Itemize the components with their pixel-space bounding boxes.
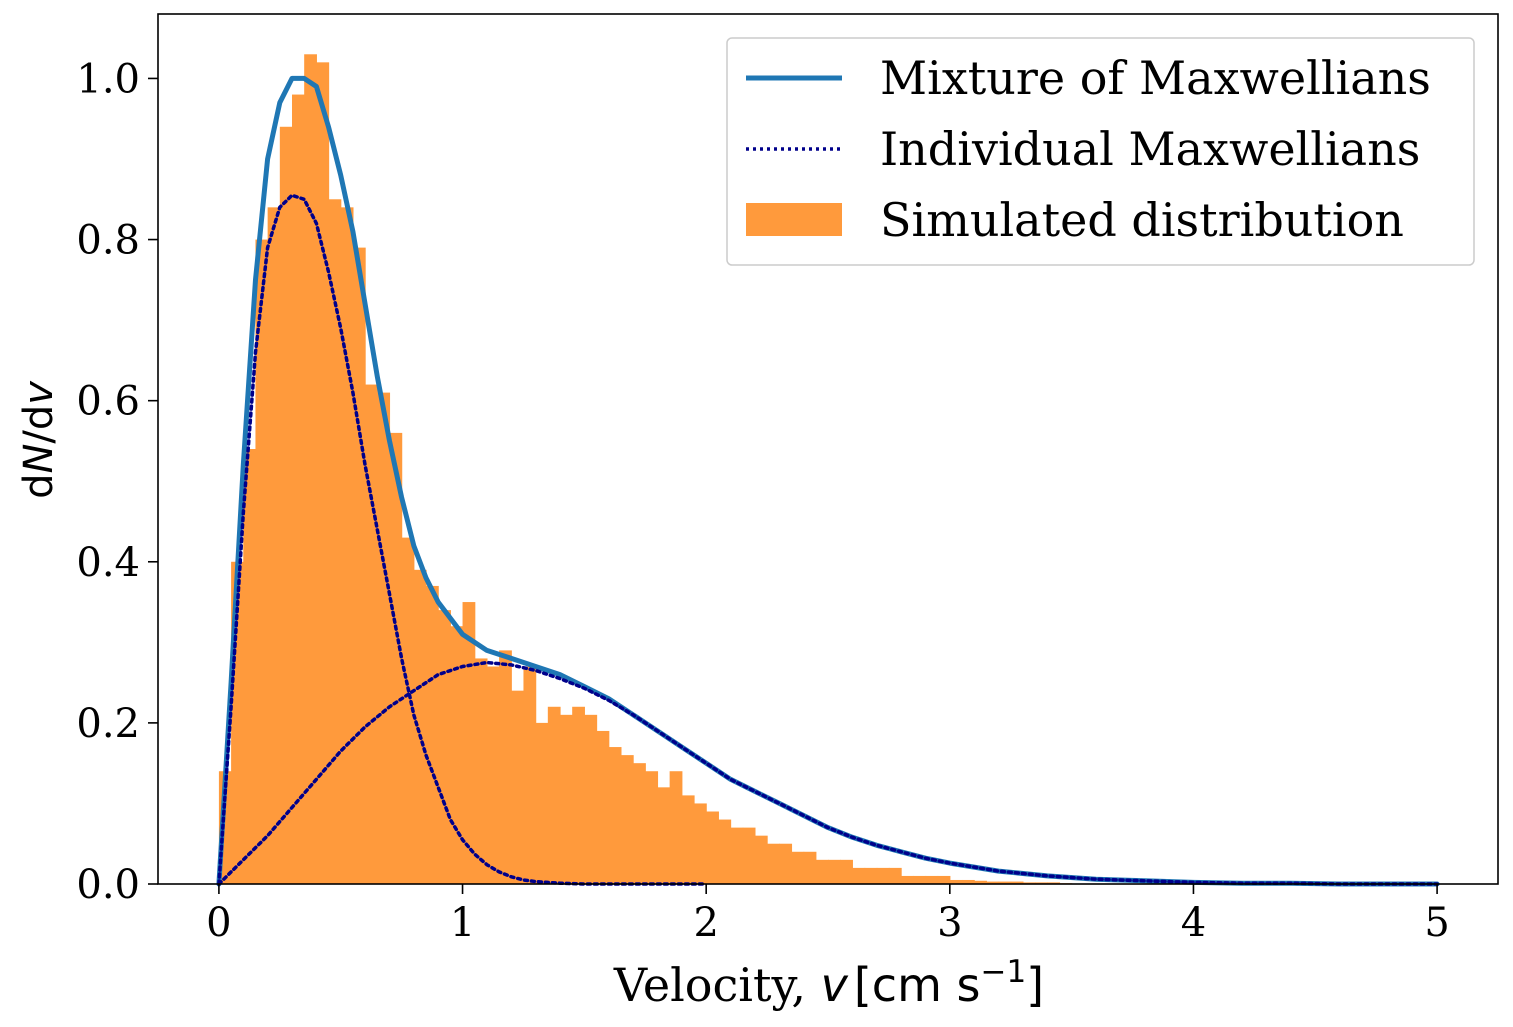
hist-bar	[815, 859, 829, 884]
hist-bar	[292, 94, 305, 885]
hist-bar	[413, 569, 427, 884]
hist-bar	[389, 432, 403, 884]
hist-bar	[462, 602, 476, 884]
hist-bar	[840, 859, 853, 884]
hist-bar	[828, 859, 841, 884]
hist-bar	[474, 658, 488, 884]
legend-handle-simulated	[746, 203, 842, 236]
y-tick-label: 0.2	[76, 701, 140, 747]
hist-bar	[340, 207, 354, 885]
x-axis-label: Velocity, v [cm s−1]	[613, 954, 1044, 1012]
hist-bar	[876, 867, 890, 884]
hist-bar	[986, 881, 1000, 884]
hist-bar	[1022, 882, 1036, 884]
hist-bar	[267, 207, 281, 885]
hist-bar	[803, 851, 817, 884]
hist-bar	[608, 747, 622, 884]
hist-bar	[523, 666, 537, 884]
y-tick-label: 0.0	[76, 862, 140, 908]
hist-bar	[694, 803, 707, 884]
hist-bar	[596, 730, 610, 884]
hist-bar	[791, 851, 805, 884]
hist-bar	[304, 54, 317, 885]
hist-bar	[779, 843, 793, 884]
hist-bar	[901, 875, 914, 884]
x-tick-label: 4	[1181, 900, 1206, 946]
y-axis-label: dN/dv	[16, 380, 62, 499]
hist-bar	[316, 62, 330, 885]
hist-bar	[572, 706, 585, 884]
y-tick-label: 0.8	[76, 218, 140, 264]
hist-bar	[925, 875, 939, 884]
legend-label-individual: Individual Maxwellians	[880, 122, 1420, 176]
hist-bar	[377, 392, 391, 884]
hist-bar	[401, 537, 415, 884]
hist-bar	[450, 626, 464, 884]
y-tick-label: 0.6	[76, 379, 140, 425]
hist-bar	[718, 819, 732, 884]
hist-bar	[742, 827, 756, 884]
hist-bar	[547, 706, 561, 884]
hist-bar	[511, 690, 525, 884]
x-tick-label: 3	[937, 900, 962, 946]
legend-label-simulated: Simulated distribution	[880, 193, 1404, 247]
hist-bar	[852, 867, 866, 884]
x-tick-label: 0	[206, 900, 231, 946]
x-tick-label: 5	[1424, 900, 1449, 946]
series-individual-line	[217, 193, 708, 886]
y-tick-label: 1.0	[76, 56, 140, 102]
hist-bar	[279, 126, 293, 885]
hist-bar	[681, 795, 695, 884]
hist-bar	[243, 449, 257, 884]
hist-bar	[328, 199, 342, 884]
hist-bar	[560, 714, 573, 884]
hist-bar	[1035, 882, 1048, 884]
hist-bar	[706, 811, 719, 884]
legend-label-mixture: Mixture of Maxwellians	[880, 51, 1431, 105]
hist-bar	[998, 881, 1012, 884]
x-tick-label: 1	[450, 900, 475, 946]
hist-bar	[730, 827, 744, 884]
plot-area	[216, 54, 1440, 887]
histogram	[218, 54, 1073, 885]
hist-bar	[888, 867, 902, 884]
hist-bar	[365, 384, 378, 884]
hist-bar	[486, 666, 500, 884]
hist-bar	[255, 239, 269, 885]
hist-bar	[584, 714, 598, 884]
series-individual-line	[217, 660, 1439, 886]
hist-bar	[1047, 882, 1061, 884]
x-axis-ticks: 0 1 2 3 4 5	[206, 884, 1450, 946]
hist-bar	[864, 867, 878, 884]
hist-bar	[937, 875, 951, 884]
hist-bar	[438, 610, 451, 884]
hist-bar	[620, 755, 634, 884]
hist-bar	[669, 771, 683, 884]
y-axis-ticks: 0.0 0.2 0.4 0.6 0.8 1.0	[76, 56, 158, 908]
hist-bar	[499, 650, 512, 884]
hist-bar	[962, 879, 975, 884]
y-tick-label: 0.4	[76, 540, 140, 586]
hist-bar	[949, 879, 963, 884]
series-lines	[216, 75, 1440, 887]
hist-bar	[1010, 881, 1024, 884]
legend: Mixture of Maxwellians Individual Maxwel…	[726, 37, 1475, 266]
hist-bar	[633, 763, 646, 884]
hist-bar	[426, 585, 439, 884]
hist-bar	[913, 875, 927, 884]
hist-bar	[657, 787, 671, 884]
hist-bar	[754, 835, 768, 884]
legend-box	[726, 37, 1475, 266]
hist-bar	[535, 722, 549, 884]
plot-frame	[157, 13, 1499, 885]
hist-bar	[767, 843, 780, 884]
hist-bar	[352, 247, 366, 885]
hist-bar	[974, 880, 987, 884]
hist-bar	[645, 771, 659, 884]
x-tick-label: 2	[693, 900, 718, 946]
